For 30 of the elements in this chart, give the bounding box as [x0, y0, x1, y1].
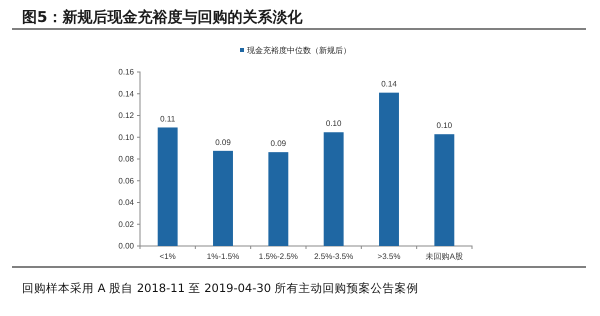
x-tick-label: >3.5%: [378, 252, 400, 262]
data-label: 0.10: [326, 119, 342, 128]
text: 0.00: [118, 242, 134, 251]
chart-title: 图5：新规后现金充裕度与回购的关系淡化: [22, 8, 304, 26]
text: 0.08: [118, 154, 134, 164]
text: 0.06: [118, 176, 134, 186]
bar: [434, 134, 454, 246]
text: 回购样本采用 A 股自 2018-11 至 2019-04-30 所有主动回购预案公告案例: [22, 281, 419, 295]
x-tick-label: 2.5%-3.5%: [314, 252, 354, 262]
data-label: 0.09: [215, 138, 232, 147]
x-tick-label: 未回购A股: [426, 252, 464, 262]
bar: [379, 92, 399, 246]
text: 0.04: [118, 198, 134, 208]
text: 0.14: [118, 89, 134, 98]
bar: [268, 152, 288, 246]
x-tick-label: 1.5%-2.5%: [258, 252, 298, 262]
text: 0.10: [118, 132, 134, 142]
legend-label: 现金充裕度中位数（新规后）: [247, 46, 351, 55]
bar: [158, 127, 178, 246]
data-label: 0.09: [270, 139, 287, 148]
text: 0.02: [118, 220, 134, 229]
x-tick-label: <1%: [160, 252, 176, 262]
data-label: 0.11: [160, 114, 176, 124]
bar: [213, 150, 233, 246]
text: 0.16: [118, 68, 134, 77]
data-label: 0.10: [436, 121, 453, 130]
x-tick-label: 1%-1.5%: [206, 252, 240, 262]
text: 0.12: [118, 111, 134, 120]
data-label: 0.14: [381, 80, 398, 89]
bar: [324, 132, 344, 246]
